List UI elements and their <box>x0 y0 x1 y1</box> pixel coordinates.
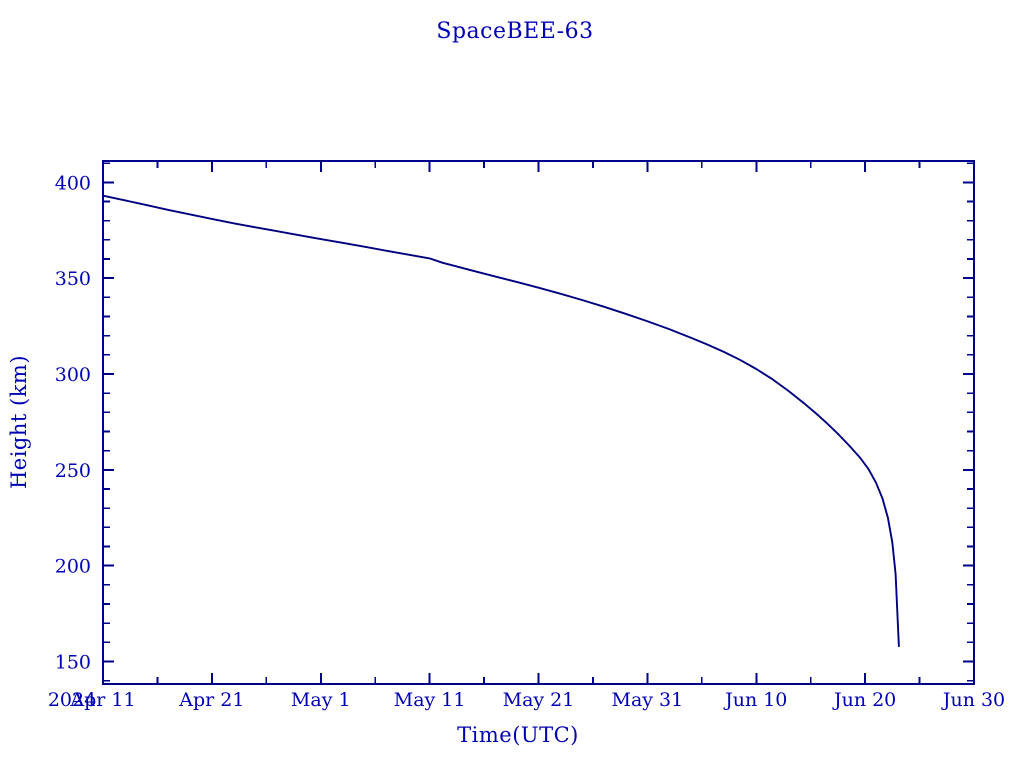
x-tick-label: Jun 30 <box>941 689 1005 711</box>
x-tick-label: Apr 21 <box>178 689 244 711</box>
y-axis-tick-labels: 400 350 300 250 200 150 <box>55 172 91 673</box>
x-axis-year-label: 2024 <box>48 689 96 711</box>
height-decay-curve <box>102 194 900 648</box>
x-tick-label: May 21 <box>503 689 575 711</box>
x-tick-label: Jun 10 <box>723 689 787 711</box>
axis-ticks <box>102 161 975 684</box>
x-tick-label: May 1 <box>291 689 351 711</box>
x-axis-tick-labels: Apr 11 Apr 21 May 1 May 11 May 21 May 31 Jun 1… <box>69 689 1005 711</box>
x-axis-title: Time(UTC) <box>457 723 579 747</box>
x-tick-label: Jun 20 <box>832 689 896 711</box>
y-tick-label: 350 <box>55 268 91 290</box>
x-tick-label: Apr 11 <box>69 689 135 711</box>
y-tick-label: 150 <box>55 652 91 674</box>
y-tick-label: 250 <box>55 460 91 482</box>
y-tick-label: 200 <box>55 556 91 578</box>
y-tick-label: 300 <box>55 364 91 386</box>
y-axis-title: Height (km) <box>7 355 31 489</box>
y-tick-label: 400 <box>55 172 91 194</box>
x-tick-label: May 11 <box>394 689 466 711</box>
x-tick-label: May 31 <box>612 689 684 711</box>
chart-title: SpaceBEE-63 <box>436 19 593 44</box>
plot-frame <box>101 159 976 686</box>
